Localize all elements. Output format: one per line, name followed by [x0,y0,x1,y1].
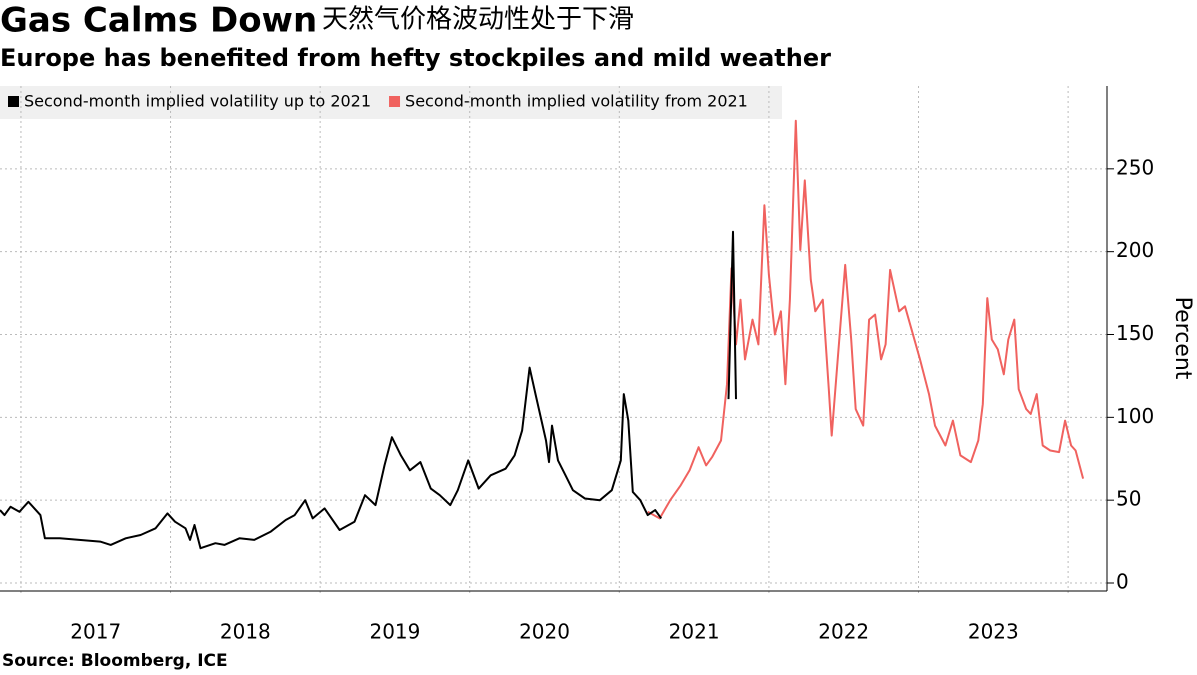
y-tick-label: 200 [1116,238,1154,262]
y-tick-label: 150 [1116,321,1154,345]
x-tick-label: 2018 [220,620,271,644]
x-tick-label: 2017 [70,620,121,644]
x-tick-label: 2021 [669,620,720,644]
y-tick-label: 0 [1116,570,1129,594]
y-tick-label: 50 [1116,487,1141,511]
x-tick-label: 2020 [519,620,570,644]
series-line [0,230,737,550]
legend-label: Second-month implied volatility from 202… [405,92,748,111]
source: Source: Bloomberg, ICE [2,651,228,671]
x-tick-label: 2019 [369,620,420,644]
chart-description: Europe has benefited from hefty stockpil… [0,44,831,72]
legend-swatch [389,96,401,107]
x-tick-label: 2022 [818,620,869,644]
legend-swatch [8,96,19,107]
chart-subtitle: 天然气价格波动性处于下滑 [322,5,634,35]
series-line [647,119,1085,520]
legend-label: Second-month implied volatility up to 20… [24,92,371,111]
chart-title: Gas Calms Down [0,1,317,41]
y-tick-label: 250 [1116,155,1154,179]
x-tick-label: 2023 [968,620,1019,644]
y-tick-label: 100 [1116,404,1154,428]
y-axis-label: Percent [1170,297,1195,380]
